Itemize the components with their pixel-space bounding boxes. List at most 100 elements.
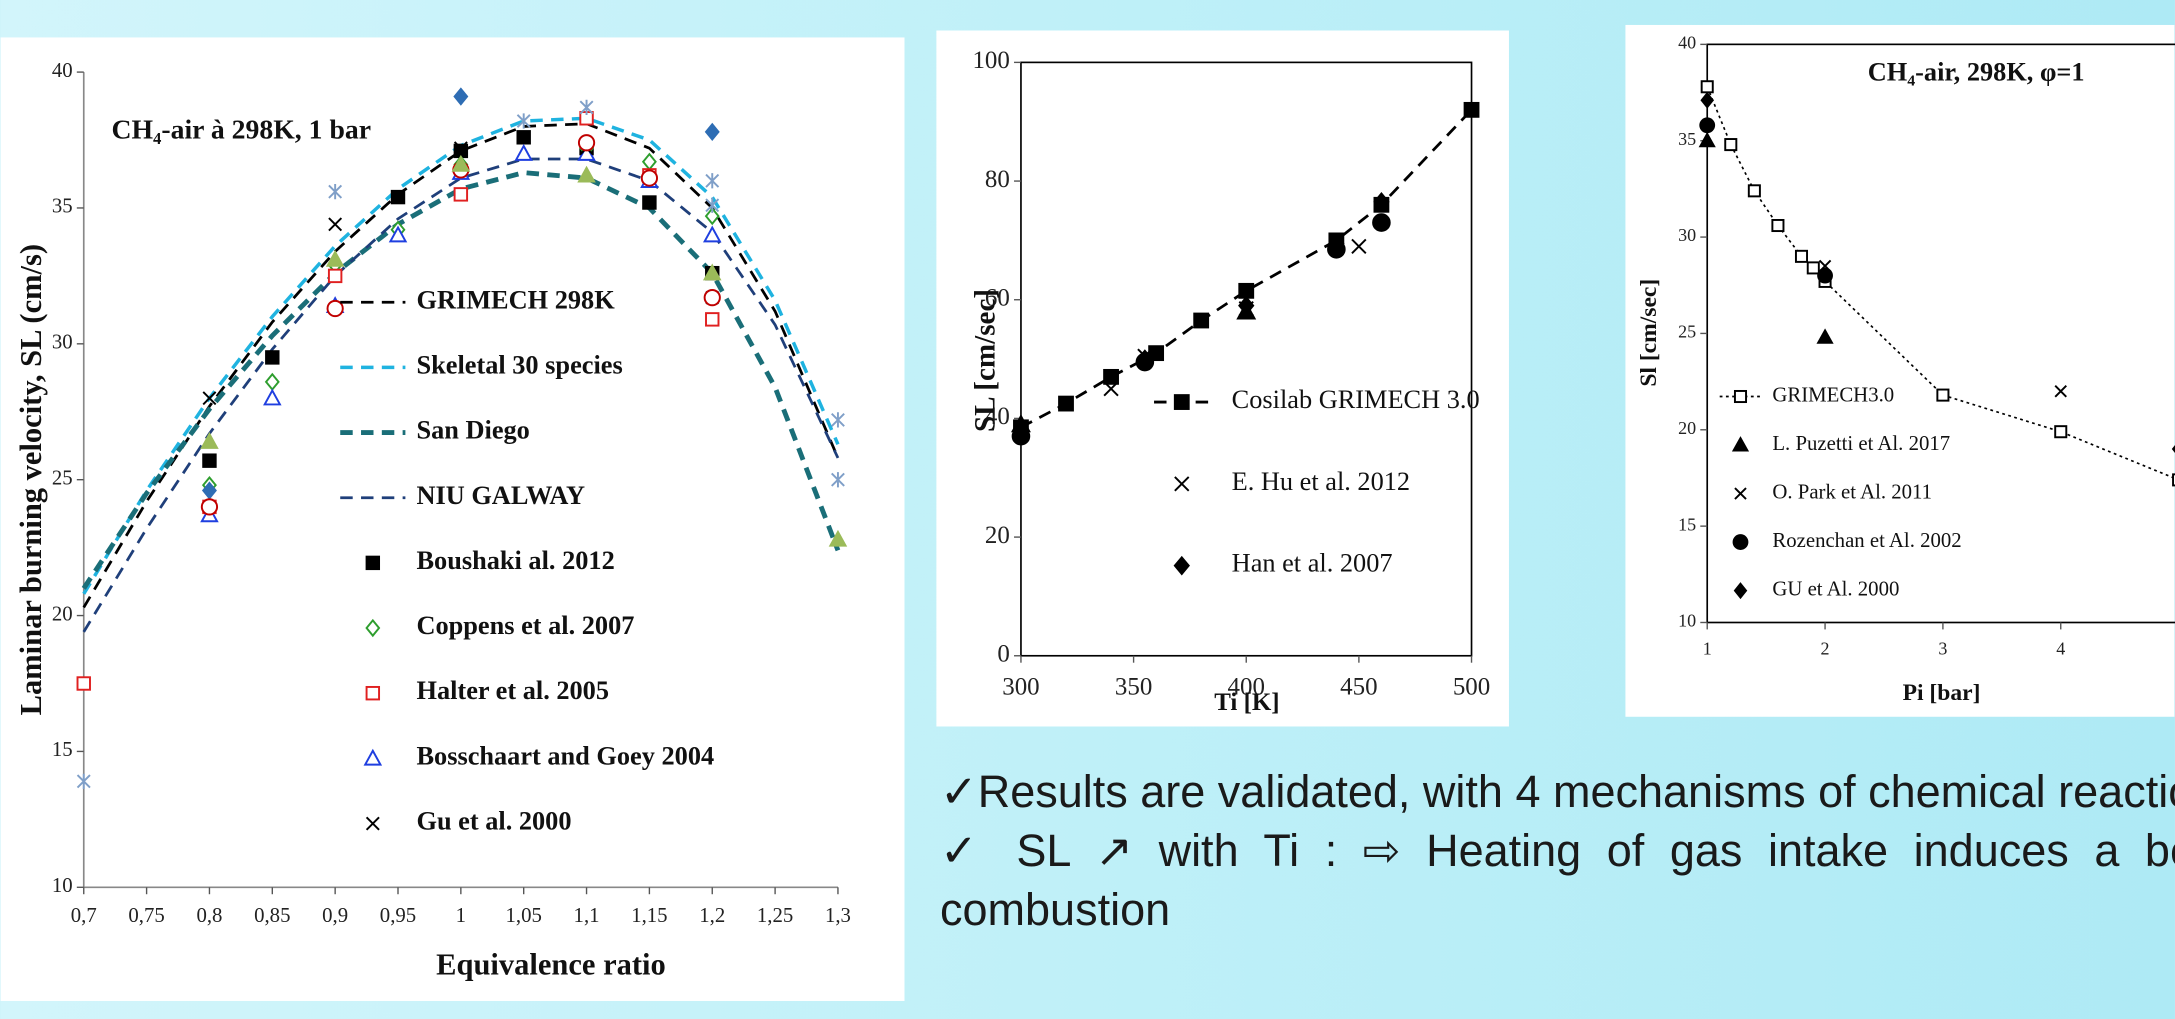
x-tick-label: 1,15 xyxy=(631,904,667,927)
marker xyxy=(1724,138,1738,152)
legend-marker xyxy=(365,816,380,831)
marker xyxy=(1816,328,1834,344)
marker xyxy=(1373,191,1390,212)
x-tick-label: 500 xyxy=(1453,674,1490,701)
marker xyxy=(1700,80,1714,94)
x-tick-label: 1,05 xyxy=(506,904,542,927)
marker xyxy=(831,472,845,488)
marker xyxy=(202,453,217,468)
marker xyxy=(1193,312,1210,329)
y-tick-label: 40 xyxy=(52,59,73,82)
legend-label: Skeletal 30 species xyxy=(416,350,622,379)
x-tick-label: 1,1 xyxy=(574,904,600,927)
marker xyxy=(704,206,720,226)
legend-marker xyxy=(363,748,383,766)
marker xyxy=(516,113,531,129)
y-axis-title: Laminar burning velocity, SL (cm/s) xyxy=(14,244,48,715)
y-tick-label: 40 xyxy=(985,403,1010,430)
legend-label: Gu et al. 2000 xyxy=(416,807,571,836)
legend-label: NIU GALWAY xyxy=(416,481,585,510)
legend-label: Bosschaart and Goey 2004 xyxy=(416,741,714,770)
y-tick-label: 10 xyxy=(52,874,73,897)
marker xyxy=(1771,218,1785,233)
marker xyxy=(642,195,657,210)
marker xyxy=(390,189,406,205)
y-tick-label: 80 xyxy=(985,166,1010,193)
x-tick-label: 1 xyxy=(456,904,466,927)
y-tick-label: 35 xyxy=(52,195,73,218)
legend-marker xyxy=(1734,487,1747,500)
marker xyxy=(705,312,720,327)
x-tick-label: 0,85 xyxy=(254,904,290,927)
y-tick-label: 20 xyxy=(52,602,73,625)
x-tick-label: 2 xyxy=(1821,638,1830,658)
marker xyxy=(1817,267,1833,284)
chart-background xyxy=(1625,24,2175,717)
marker xyxy=(325,249,345,267)
y-axis-title: SL [cm/sec] xyxy=(969,289,1001,432)
x-tick-label: 1,2 xyxy=(699,904,725,927)
y-tick-label: 30 xyxy=(1678,225,1696,245)
marker xyxy=(1698,131,1716,148)
x-tick-label: 0,8 xyxy=(196,904,222,927)
x-axis-title: Pi [bar] xyxy=(1903,680,1981,706)
y-tick-label: 30 xyxy=(52,331,73,354)
x-tick-label: 450 xyxy=(1340,674,1377,701)
legend-label: Han et al. 2007 xyxy=(1232,549,1393,578)
marker xyxy=(453,87,469,106)
marker xyxy=(1806,261,1820,275)
chart: 0 20 40 60 80 100 300 350 400 450 500 Cosilab GRIME… xyxy=(936,30,1509,727)
legend-marker xyxy=(1733,582,1748,600)
y-tick-label: 25 xyxy=(52,466,73,489)
x-tick-label: 4 xyxy=(2056,638,2065,658)
chart: 1015202530354012345GRIMECH3.0L. Puzetti … xyxy=(1625,24,2175,717)
legend-marker xyxy=(1731,436,1750,452)
marker xyxy=(1463,101,1480,118)
x-tick-label: 350 xyxy=(1115,674,1152,701)
marker xyxy=(1238,282,1255,299)
marker xyxy=(1794,249,1809,263)
x-tick-label: 1,3 xyxy=(825,904,851,927)
marker xyxy=(577,134,596,152)
marker xyxy=(202,391,217,406)
y-tick-label: 0 xyxy=(997,640,1009,667)
marker xyxy=(200,498,219,516)
legend-marker xyxy=(1173,555,1190,576)
x-axis-title: Ti [K] xyxy=(1214,689,1279,716)
x-tick-label: 300 xyxy=(1002,674,1039,701)
y-tick-label: 100 xyxy=(972,47,1009,74)
legend-label: GU et Al. 2000 xyxy=(1772,577,1899,600)
marker xyxy=(453,187,469,202)
marker xyxy=(328,217,343,232)
legend-marker xyxy=(365,555,381,571)
marker xyxy=(1700,91,1715,109)
legend-label: Cosilab GRIMECH 3.0 xyxy=(1232,385,1480,414)
legend-label: Halter et al. 2005 xyxy=(416,676,609,705)
marker xyxy=(1351,238,1367,254)
marker xyxy=(76,676,91,691)
legend-marker xyxy=(1733,389,1748,404)
y-tick-label: 40 xyxy=(1678,33,1696,53)
y-tick-label: 15 xyxy=(52,738,73,761)
marker xyxy=(1236,301,1257,320)
x-tick-label: 1,25 xyxy=(757,904,793,927)
marker xyxy=(2054,385,2067,398)
marker xyxy=(702,225,722,243)
marker xyxy=(579,99,594,116)
legend-label: Rozenchan et Al. 2002 xyxy=(1772,529,1961,552)
y-tick-label: 20 xyxy=(985,522,1010,549)
marker xyxy=(1327,240,1346,259)
x-tick-label: 0,7 xyxy=(71,904,97,927)
legend-marker xyxy=(1732,534,1749,550)
marker xyxy=(1010,414,1031,433)
marker xyxy=(1058,395,1074,412)
x-tick-label: 0,95 xyxy=(380,904,416,927)
legend-label: L. Puzetti et Al. 2017 xyxy=(1772,432,1950,455)
marker xyxy=(705,173,720,189)
marker xyxy=(831,412,845,428)
marker xyxy=(1103,368,1119,385)
marker xyxy=(327,268,343,284)
marker xyxy=(388,225,408,243)
marker xyxy=(704,122,720,142)
